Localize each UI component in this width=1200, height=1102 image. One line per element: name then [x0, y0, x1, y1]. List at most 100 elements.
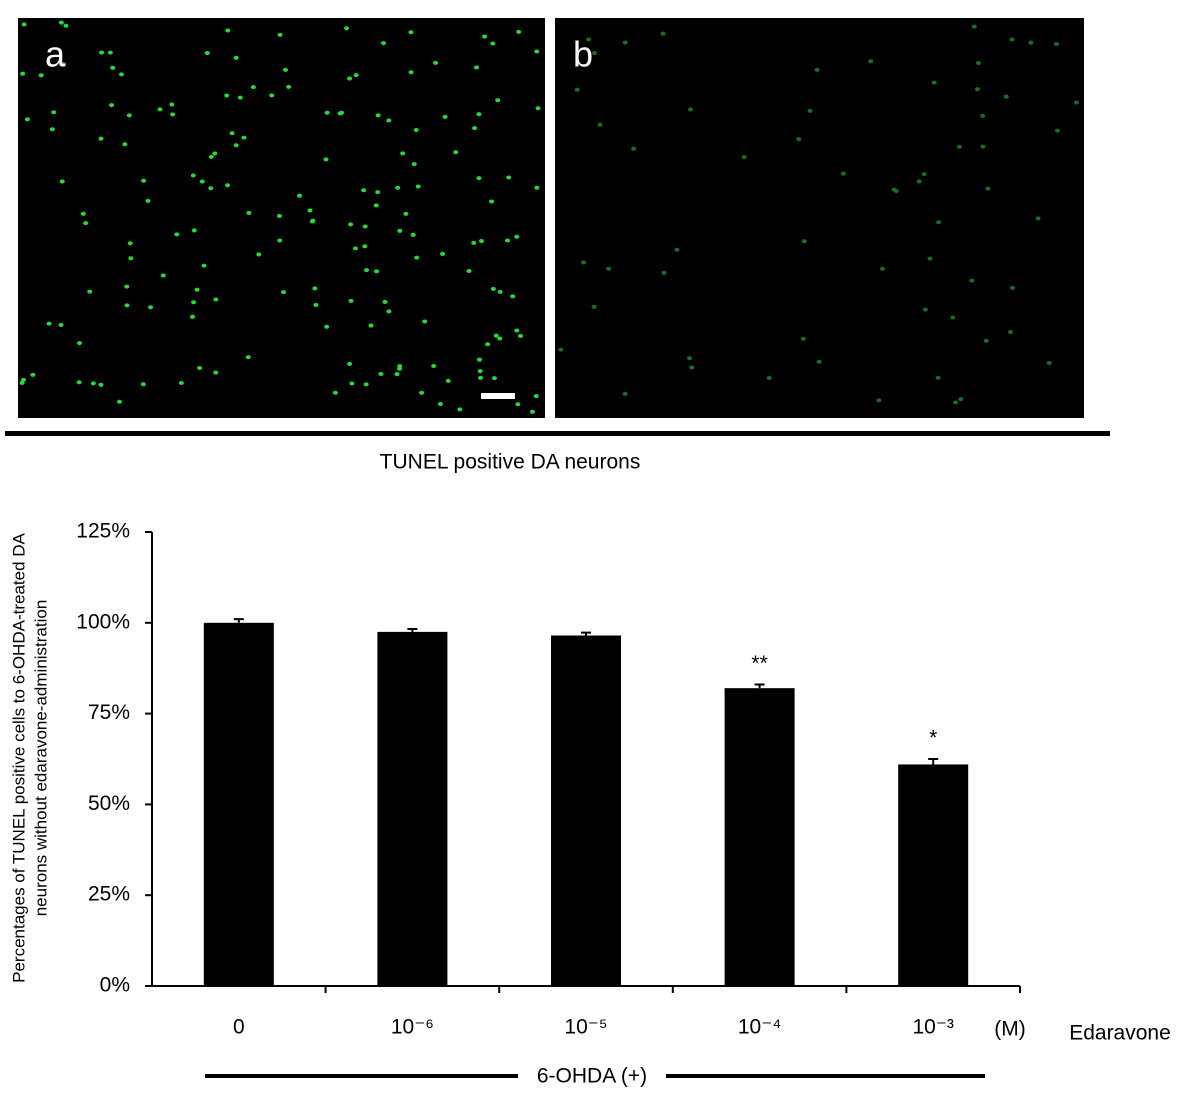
cell — [386, 309, 392, 314]
cell — [741, 155, 747, 160]
cell — [514, 328, 520, 333]
cell — [46, 321, 52, 326]
y-tick-label: 25% — [88, 883, 130, 906]
cell — [931, 80, 937, 85]
cell — [364, 268, 370, 273]
cell — [491, 376, 497, 381]
cell — [497, 289, 503, 294]
cell — [197, 365, 203, 370]
cell — [191, 228, 197, 233]
cell — [410, 232, 416, 237]
cell — [922, 307, 928, 312]
cell — [145, 198, 151, 203]
cell — [21, 377, 27, 382]
cell — [935, 375, 941, 380]
cell — [347, 76, 353, 81]
cell — [233, 143, 239, 148]
cell — [489, 199, 495, 204]
cell — [213, 297, 219, 302]
cell — [506, 175, 512, 180]
error-bar — [928, 758, 939, 765]
cell — [974, 87, 980, 92]
bar — [203, 622, 274, 986]
cell — [482, 34, 488, 39]
cell — [174, 232, 180, 237]
cell — [476, 176, 482, 181]
cell — [281, 290, 287, 295]
cell — [606, 266, 612, 271]
cell — [323, 157, 329, 162]
y-tick-label: 75% — [88, 701, 130, 724]
cell — [362, 244, 368, 249]
cell — [916, 179, 922, 184]
cell — [495, 98, 501, 103]
cell — [1003, 94, 1009, 99]
cell — [766, 376, 772, 381]
error-bar — [233, 618, 244, 623]
cell — [140, 382, 146, 387]
significance: * — [929, 727, 937, 750]
cell — [891, 187, 897, 192]
cell — [472, 126, 478, 131]
cell — [375, 190, 381, 195]
cell — [349, 381, 355, 386]
cell — [660, 31, 666, 36]
cell — [442, 114, 448, 119]
group-label-bg — [518, 1062, 666, 1090]
cell — [631, 146, 637, 151]
cell — [98, 136, 104, 141]
cell — [141, 178, 147, 183]
cell — [983, 338, 989, 343]
bar — [898, 764, 969, 986]
cell — [116, 399, 122, 404]
cell — [687, 107, 693, 112]
cell — [478, 239, 484, 244]
cell — [76, 380, 82, 385]
cell — [208, 186, 214, 191]
cell — [457, 407, 463, 412]
cell — [110, 65, 116, 70]
cell — [283, 67, 289, 72]
cell — [368, 323, 374, 328]
cell — [178, 381, 184, 386]
cell — [597, 122, 603, 127]
cell — [241, 135, 247, 140]
cell — [868, 59, 874, 64]
cell — [107, 50, 113, 55]
error-bar — [407, 627, 418, 632]
cell — [586, 37, 592, 42]
cell — [1046, 360, 1052, 365]
error-bar — [754, 683, 765, 689]
cell — [574, 87, 580, 92]
cell — [980, 144, 986, 149]
cell — [324, 324, 330, 329]
bar — [377, 631, 448, 986]
cell — [394, 372, 400, 377]
cell — [558, 347, 564, 352]
cell — [362, 224, 368, 229]
cell — [229, 131, 235, 136]
bar — [551, 635, 621, 986]
cell — [505, 238, 511, 243]
cell — [378, 371, 384, 376]
cell — [515, 402, 521, 407]
cell — [497, 336, 503, 341]
panel-label: a — [45, 34, 66, 75]
cell — [471, 240, 477, 245]
cell — [529, 409, 535, 414]
cell — [324, 110, 330, 115]
cell — [533, 394, 539, 399]
cell — [801, 239, 807, 244]
cell — [49, 127, 55, 132]
cell — [256, 252, 262, 257]
cell — [80, 211, 86, 216]
cell — [1053, 42, 1059, 47]
cell — [20, 71, 26, 76]
y-tick-label: 125% — [76, 520, 130, 543]
cell — [58, 322, 64, 327]
cell — [373, 203, 379, 208]
cell — [419, 390, 425, 395]
cell — [440, 251, 446, 256]
cell — [476, 112, 482, 117]
x-tick-label: 10⁻⁵ — [564, 1016, 607, 1039]
